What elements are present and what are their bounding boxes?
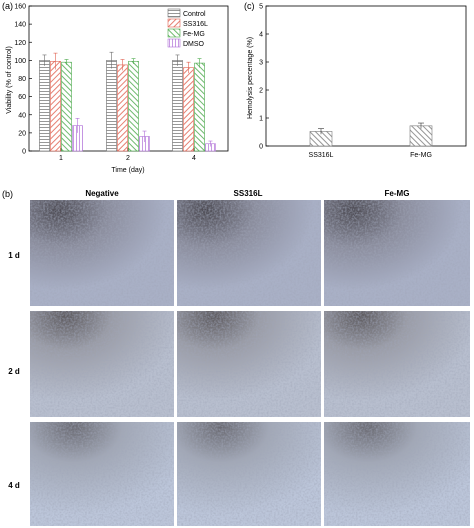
micrograph-ss316l-1d [177,200,321,306]
viability-bar-control [39,60,50,152]
viability-chart: 0 20 40 60 80 100 120 140 160 1 2 4 Viability (% o… [6,4,229,174]
viability-x-tick-label: 2 [126,155,130,162]
hemolysis-y-tick-label: 1 [259,116,263,123]
panel-label-a: (a) [2,1,13,11]
micrograph-negative-1d [30,200,174,306]
row-header-4d: 4 d [8,481,20,490]
viability-bar-fe-mg [128,60,139,152]
viability-legend-swatch-dmso [167,38,181,48]
viability-bar-ss316l [117,64,128,152]
viability-bar-ss316l [183,67,194,152]
hemolysis-plot-frame [265,5,467,147]
micrograph-ss316l-2d [177,311,321,417]
hemolysis-y-tick-label: 2 [259,88,263,95]
hemolysis-y-tick-label: 3 [259,60,263,67]
viability-y-tick-label: 100 [14,58,26,65]
viability-y-tick-label: 160 [14,4,26,11]
viability-bar-fe-mg [61,61,72,152]
viability-x-ticks: 1 2 4 [59,148,196,162]
micrograph-femg-4d [324,422,470,526]
viability-legend-label: SS316L [183,21,208,28]
viability-legend-swatch-ss316l [167,18,181,28]
hemolysis-x-tick-label: SS316L [309,152,334,159]
viability-y-tick-label: 120 [14,40,26,47]
viability-legend-swatch-fe-mg [167,28,181,38]
micrograph-femg-1d [324,200,470,306]
viability-legend: Control SS316L Fe-MG DMSO [167,8,208,48]
hemolysis-ylabel: Hemolysis percentage (%) [247,37,254,119]
viability-bar-control [172,60,183,152]
viability-xlabel: Time (day) [111,167,144,174]
hemolysis-y-tick-label: 0 [259,144,263,151]
viability-legend-swatch-control [167,8,181,18]
viability-y-tick-label: 0 [22,149,26,156]
viability-ylabel: Viability (% of control) [6,46,13,114]
hemolysis-y-tick-label: 4 [259,32,263,39]
micrograph-grid: Negative SS316L Fe-MG 1 d 2 d 4 d [8,189,470,526]
micrograph-femg-2d [324,311,470,417]
panel-label-c: (c) [244,1,255,11]
hemolysis-x-tick-label: Fe-MG [410,152,432,159]
micrograph-negative-2d [30,311,174,417]
row-header-2d: 2 d [8,367,20,376]
hemolysis-chart: 0 1 2 3 4 5 SS316L Fe-MG Hemolysis percentage … [247,4,467,159]
column-header-femg: Fe-MG [385,189,410,198]
viability-legend-label: Fe-MG [183,31,205,38]
viability-y-tick-label: 60 [18,94,26,101]
column-header-ss316l: SS316L [234,189,263,198]
panel-label-b: (b) [2,189,13,199]
hemolysis-bar-fe-mg [409,125,433,147]
column-header-negative: Negative [85,189,119,198]
hemolysis-y-ticks: 0 1 2 3 4 5 [259,4,269,151]
micrograph-ss316l-4d [177,422,321,526]
viability-y-tick-label: 40 [18,112,26,119]
viability-legend-label: DMSO [183,41,205,48]
viability-x-tick-label: 1 [59,155,63,162]
viability-y-tick-label: 80 [18,76,26,83]
viability-y-tick-label: 20 [18,130,26,137]
hemolysis-y-tick-label: 5 [259,4,263,11]
viability-y-ticks: 0 20 40 60 80 100 120 140 160 [14,4,32,156]
viability-bars [39,51,216,152]
viability-legend-label: Control [183,11,206,18]
viability-bar-fe-mg [194,62,205,152]
viability-x-tick-label: 4 [192,155,196,162]
micrograph-negative-4d [30,422,174,526]
viability-bar-ss316l [50,60,61,152]
viability-bar-control [106,60,117,152]
row-header-1d: 1 d [8,251,20,260]
hemolysis-bars [309,122,433,147]
viability-y-tick-label: 140 [14,22,26,29]
